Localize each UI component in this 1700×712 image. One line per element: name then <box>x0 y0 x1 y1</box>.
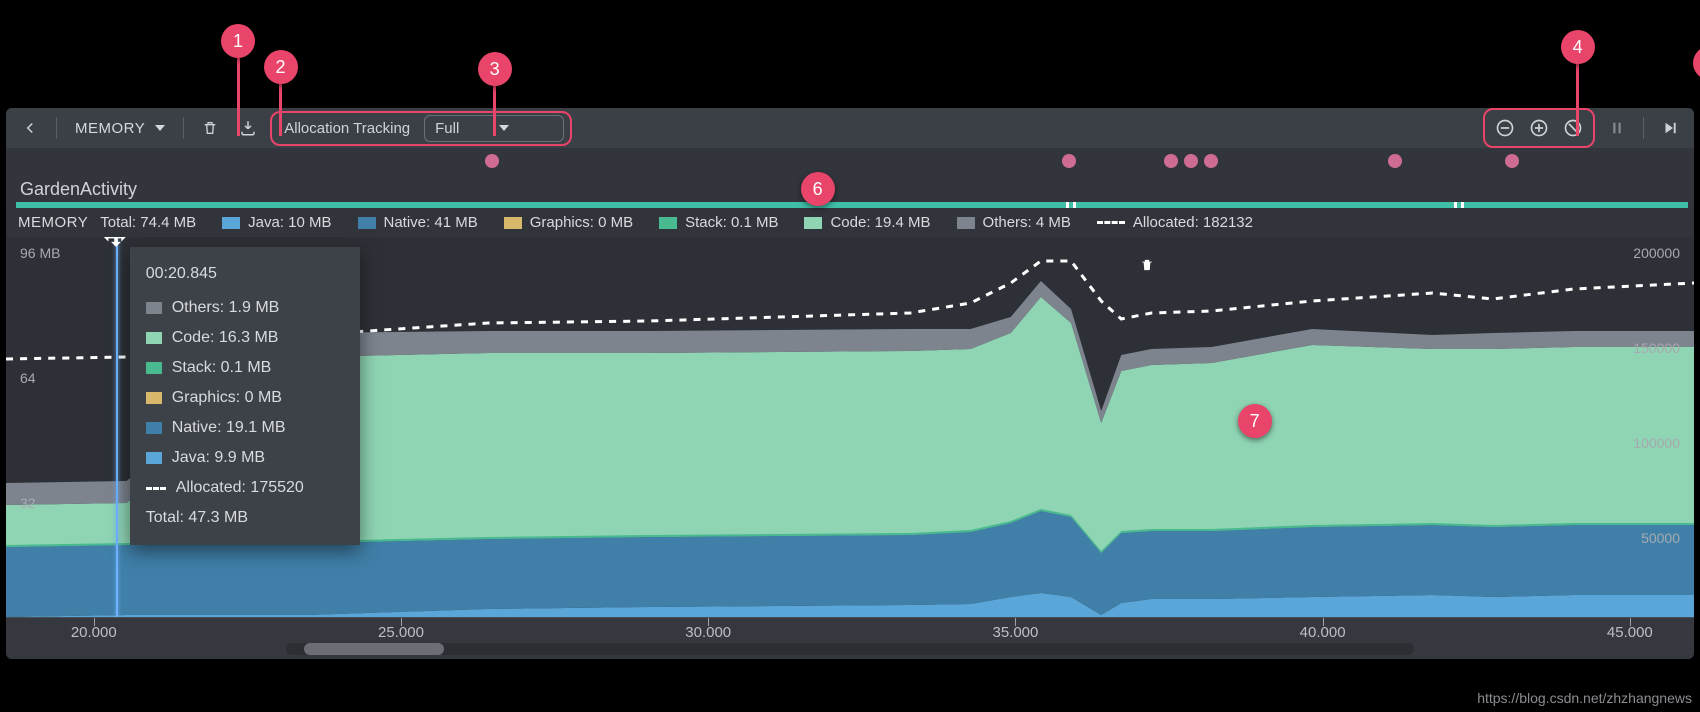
memory-legend: MEMORY Total: 74.4 MB Java: 10 MB Native:… <box>6 208 1694 237</box>
annotation-stem <box>493 82 496 136</box>
gc-event-icon <box>1140 257 1154 277</box>
time-axis[interactable]: 20.000 25.000 30.000 35.000 40.000 45.000 <box>6 617 1694 659</box>
tooltip-row: Code: 16.3 MB <box>146 323 344 353</box>
separator <box>183 117 184 139</box>
user-event-dot <box>1388 154 1402 168</box>
tooltip-row: Native: 19.1 MB <box>146 413 344 443</box>
zoom-out-button[interactable] <box>1489 112 1521 144</box>
timeline-scrollbar[interactable] <box>286 643 1414 655</box>
annotation-stem <box>279 80 282 136</box>
annotation-stem <box>1576 60 1579 136</box>
tooltip-total: Total: 47.3 MB <box>146 503 344 533</box>
user-event-dot <box>1062 154 1076 168</box>
chevron-down-icon <box>499 125 509 131</box>
legend-item: Graphics: 0 MB <box>504 214 633 231</box>
annotation-stem <box>237 54 240 136</box>
memory-chart[interactable]: 96 MB 64 32 200000 150000 100000 50000 00:20.… <box>6 237 1694 617</box>
legend-item: Java: 10 MB <box>222 214 331 231</box>
move-cursor-icon[interactable] <box>102 237 130 253</box>
legend-item: Others: 4 MB <box>957 214 1071 231</box>
activity-timeline: GardenActivity <box>6 148 1694 208</box>
timeline-scrollbar-thumb[interactable] <box>304 643 444 655</box>
time-axis-label: 30.000 <box>685 624 731 641</box>
annotation-callout: 2 <box>264 50 298 84</box>
legend-item: Native: 41 MB <box>358 214 478 231</box>
profiler-type-label: MEMORY <box>75 120 145 137</box>
annotation-callout: 5 <box>1693 46 1700 80</box>
annotation-callout: 7 <box>1238 404 1272 438</box>
dashed-swatch <box>146 487 166 490</box>
tooltip-row: Graphics: 0 MB <box>146 383 344 413</box>
annotation-callout: 6 <box>801 172 835 206</box>
zoom-in-button[interactable] <box>1523 112 1555 144</box>
color-swatch <box>146 362 162 374</box>
legend-title: MEMORY <box>18 214 88 231</box>
profiler-toolbar: MEMORY Allocation Tracking Full <box>6 108 1694 148</box>
separator <box>1643 117 1644 139</box>
profiler-type-dropdown[interactable]: MEMORY <box>67 116 173 141</box>
color-swatch <box>146 302 162 314</box>
time-axis-label: 40.000 <box>1300 624 1346 641</box>
chart-cursor[interactable] <box>116 237 118 617</box>
annotation-callout: 1 <box>221 24 255 58</box>
y-axis-right-label: 150000 <box>1633 340 1680 356</box>
activity-track <box>16 202 1688 208</box>
legend-allocated: Allocated: 182132 <box>1097 214 1253 231</box>
time-axis-label: 25.000 <box>378 624 424 641</box>
user-event-dot <box>1184 154 1198 168</box>
y-axis-right-label: 50000 <box>1641 530 1680 546</box>
allocation-tracking-label: Allocation Tracking <box>278 120 416 137</box>
back-button[interactable] <box>14 112 46 144</box>
watermark-text: https://blog.csdn.net/zhzhangnews <box>1477 690 1692 706</box>
annotation-callout: 3 <box>478 52 512 86</box>
color-swatch <box>146 392 162 404</box>
legend-item: Code: 19.4 MB <box>804 214 930 231</box>
color-swatch <box>222 217 240 229</box>
user-event-dot <box>1204 154 1218 168</box>
color-swatch <box>504 217 522 229</box>
tooltip-time: 00:20.845 <box>146 259 344 289</box>
color-swatch <box>358 217 376 229</box>
force-gc-button[interactable] <box>194 112 226 144</box>
color-swatch <box>146 422 162 434</box>
dashed-swatch <box>1097 221 1125 224</box>
y-axis-left-label: 32 <box>20 495 36 511</box>
time-axis-label: 20.000 <box>71 624 117 641</box>
separator <box>56 117 57 139</box>
user-event-dot <box>1164 154 1178 168</box>
color-swatch <box>804 217 822 229</box>
go-live-button[interactable] <box>1654 112 1686 144</box>
activity-tick <box>1461 202 1464 208</box>
activity-tick <box>1066 202 1069 208</box>
tooltip-row: Stack: 0.1 MB <box>146 353 344 383</box>
user-event-dot <box>1505 154 1519 168</box>
activity-tick <box>1454 202 1457 208</box>
user-event-dot <box>485 154 499 168</box>
time-axis-label: 45.000 <box>1607 624 1653 641</box>
allocation-tracking-value: Full <box>435 120 459 137</box>
pause-button[interactable] <box>1601 112 1633 144</box>
time-axis-label: 35.000 <box>992 624 1038 641</box>
chevron-down-icon <box>155 125 165 131</box>
y-axis-right-label: 200000 <box>1633 245 1680 261</box>
color-swatch <box>146 452 162 464</box>
legend-total: Total: 74.4 MB <box>100 214 196 231</box>
annotation-callout: 4 <box>1561 30 1595 64</box>
memory-profiler-panel: MEMORY Allocation Tracking Full <box>6 108 1694 659</box>
tooltip-row: Others: 1.9 MB <box>146 293 344 323</box>
activity-name: GardenActivity <box>20 179 137 200</box>
color-swatch <box>659 217 677 229</box>
chart-tooltip: 00:20.845 Others: 1.9 MBCode: 16.3 MBSta… <box>130 247 360 545</box>
color-swatch <box>957 217 975 229</box>
legend-item: Stack: 0.1 MB <box>659 214 778 231</box>
y-axis-left-label: 96 MB <box>20 245 60 261</box>
activity-tick <box>1073 202 1076 208</box>
zoom-reset-button[interactable] <box>1557 112 1589 144</box>
tooltip-row: Java: 9.9 MB <box>146 443 344 473</box>
tooltip-allocated: Allocated: 175520 <box>146 473 344 503</box>
y-axis-left-label: 64 <box>20 370 36 386</box>
y-axis-right-label: 100000 <box>1633 435 1680 451</box>
color-swatch <box>146 332 162 344</box>
allocation-tracking-group: Allocation Tracking Full <box>270 111 572 146</box>
